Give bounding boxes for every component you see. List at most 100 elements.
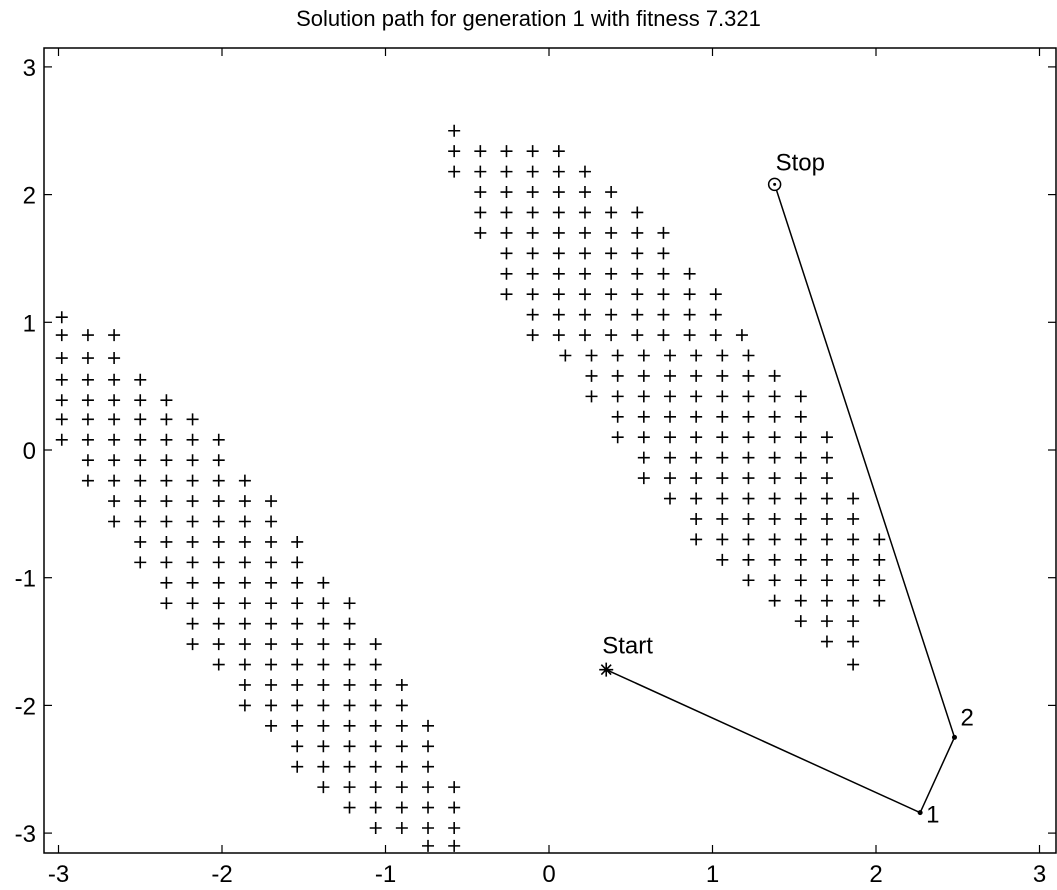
obstacle-plus-marker (291, 617, 304, 630)
obstacle-plus-marker (742, 512, 755, 525)
obstacle-plus-marker (238, 597, 251, 610)
obstacle-plus-marker (317, 740, 330, 753)
obstacle-plus-marker (238, 474, 251, 487)
obstacle-plus-marker (238, 535, 251, 548)
obstacle-plus-marker (526, 186, 539, 199)
obstacle-plus-marker (611, 410, 624, 423)
obstacle-plus-marker (81, 373, 94, 386)
stop-label: Stop (776, 149, 825, 176)
obstacle-plus-marker (134, 394, 147, 407)
obstacle-plus-marker (631, 288, 644, 301)
obstacle-plus-marker (395, 740, 408, 753)
obstacle-plus-marker (768, 472, 781, 485)
obstacle-plus-marker (768, 512, 781, 525)
obstacle-plus-marker (552, 145, 565, 158)
axis-ticks: -3 -2 -1 0 1 2 3 3 2 1 0 -1 -2 -3 (15, 48, 1056, 888)
obstacle-plus-marker (317, 760, 330, 773)
obstacle-plus-marker (552, 308, 565, 321)
obstacle-plus-marker (578, 267, 591, 280)
obstacle-plus-marker (709, 288, 722, 301)
obstacle-plus-marker (160, 413, 173, 426)
obstacle-plus-marker (186, 556, 199, 569)
obstacle-plus-marker (526, 308, 539, 321)
obstacle-plus-marker (847, 574, 860, 587)
obstacle-plus-marker (690, 349, 703, 362)
obstacle-plus-marker (317, 658, 330, 671)
obstacle-plus-marker (395, 760, 408, 773)
y-tick-label: -3 (15, 821, 36, 848)
obstacle-plus-marker (637, 369, 650, 382)
obstacle-plus-marker (160, 556, 173, 569)
y-tick-label: 1 (23, 310, 36, 337)
obstacle-plus-marker (657, 226, 670, 239)
y-tick-label: 2 (23, 183, 36, 210)
obstacle-plus-marker (526, 226, 539, 239)
obstacle-plus-marker (605, 206, 618, 219)
obstacle-plus-marker (526, 288, 539, 301)
obstacle-plus-marker (742, 451, 755, 464)
obstacle-plus-marker (238, 678, 251, 691)
obstacle-plus-marker (663, 472, 676, 485)
obstacle-plus-marker (81, 433, 94, 446)
obstacle-plus-marker (611, 431, 624, 444)
obstacle-plus-marker (794, 410, 807, 423)
obstacle-plus-marker (160, 515, 173, 528)
obstacle-plus-marker (134, 433, 147, 446)
obstacle-plus-marker (716, 369, 729, 382)
obstacle-plus-marker (637, 410, 650, 423)
obstacle-plus-marker (578, 247, 591, 260)
obstacle-plus-marker (238, 495, 251, 508)
obstacle-plus-marker (108, 495, 121, 508)
obstacle-plus-marker (265, 678, 278, 691)
obstacle-plus-marker (108, 352, 121, 365)
obstacle-plus-marker (448, 801, 461, 814)
obstacle-plus-marker (317, 597, 330, 610)
obstacle-plus-marker (265, 495, 278, 508)
obstacle-plus-marker (820, 553, 833, 566)
obstacle-plus-marker (500, 267, 513, 280)
obstacle-plus-marker (605, 329, 618, 342)
obstacle-plus-marker (81, 454, 94, 467)
obstacle-plus-marker (500, 206, 513, 219)
waypoint-marker (951, 734, 957, 740)
obstacle-plus-marker (768, 390, 781, 403)
obstacle-plus-marker (663, 492, 676, 505)
obstacle-plus-marker (369, 821, 382, 834)
obstacle-plus-marker (690, 431, 703, 444)
obstacle-plus-marker (343, 760, 356, 773)
obstacle-plus-marker (186, 454, 199, 467)
obstacle-plus-marker (605, 308, 618, 321)
obstacle-plus-marker (238, 576, 251, 589)
obstacle-plus-marker (369, 719, 382, 732)
obstacle-plus-marker (526, 247, 539, 260)
obstacle-plus-marker (160, 433, 173, 446)
obstacle-plus-marker (794, 615, 807, 628)
obstacle-plus-marker (663, 451, 676, 464)
obstacle-plus-marker (873, 574, 886, 587)
obstacle-plus-marker (160, 535, 173, 548)
obstacle-plus-marker (265, 556, 278, 569)
obstacle-plus-marker (422, 760, 435, 773)
obstacle-plus-marker (873, 553, 886, 566)
obstacle-plus-marker (768, 553, 781, 566)
obstacle-plus-marker (690, 390, 703, 403)
obstacle-plus-marker (768, 451, 781, 464)
obstacle-plus-marker (742, 390, 755, 403)
obstacle-plus-marker (820, 512, 833, 525)
obstacle-plus-marker (578, 288, 591, 301)
obstacle-plus-marker (768, 410, 781, 423)
obstacle-plus-marker (794, 512, 807, 525)
obstacle-plus-marker (343, 678, 356, 691)
obstacle-plus-marker (317, 638, 330, 651)
obstacle-plus-marker (657, 288, 670, 301)
obstacle-plus-marker (343, 658, 356, 671)
obstacle-plus-marker (134, 413, 147, 426)
obstacle-plus-marker (369, 781, 382, 794)
obstacle-plus-marker (631, 206, 644, 219)
obstacle-plus-marker (820, 615, 833, 628)
obstacle-plus-marker (637, 472, 650, 485)
obstacle-plus-marker (81, 413, 94, 426)
obstacle-plus-marker (343, 719, 356, 732)
obstacle-plus-marker (186, 535, 199, 548)
obstacle-plus-marker (500, 226, 513, 239)
